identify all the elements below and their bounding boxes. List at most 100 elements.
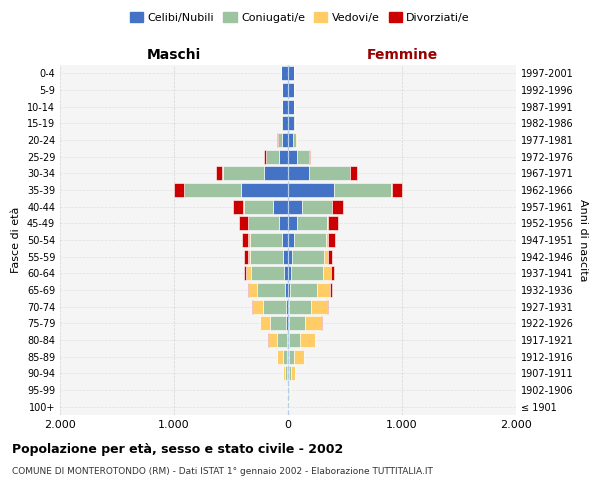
Bar <box>239 216 248 230</box>
Bar <box>244 266 247 280</box>
Bar <box>223 166 264 180</box>
Bar <box>264 166 288 180</box>
Text: Femmine: Femmine <box>367 48 437 62</box>
Bar <box>328 233 335 247</box>
Bar <box>249 283 257 297</box>
Bar <box>288 116 294 130</box>
Bar <box>283 350 287 364</box>
Bar <box>282 133 288 147</box>
Bar <box>334 183 391 197</box>
Bar <box>282 233 288 247</box>
Bar <box>286 316 288 330</box>
Bar <box>288 66 294 80</box>
Bar <box>281 66 288 80</box>
Bar <box>263 300 286 314</box>
Bar <box>282 100 288 114</box>
Bar <box>325 250 328 264</box>
Text: Popolazione per età, sesso e stato civile - 2002: Popolazione per età, sesso e stato civil… <box>12 442 343 456</box>
Bar <box>265 150 266 164</box>
Bar <box>350 166 357 180</box>
Bar <box>282 83 288 97</box>
Bar <box>282 116 288 130</box>
Bar <box>300 333 315 347</box>
Bar <box>296 216 327 230</box>
Bar <box>323 266 331 280</box>
Bar <box>288 233 294 247</box>
Bar <box>294 233 326 247</box>
Bar <box>216 166 223 180</box>
Bar <box>281 116 282 130</box>
Bar <box>248 216 279 230</box>
Y-axis label: Fasce di età: Fasce di età <box>11 207 21 273</box>
Bar <box>317 283 330 297</box>
Bar <box>289 316 305 330</box>
Bar <box>332 200 343 214</box>
Bar <box>290 283 317 297</box>
Bar <box>184 183 241 197</box>
Bar <box>294 350 304 364</box>
Bar <box>288 83 294 97</box>
Bar <box>288 300 289 314</box>
Bar <box>253 300 263 314</box>
Bar <box>279 216 288 230</box>
Bar <box>327 216 328 230</box>
Bar <box>277 333 287 347</box>
Bar <box>285 283 288 297</box>
Bar <box>309 166 350 180</box>
Bar <box>244 200 273 214</box>
Bar <box>248 233 250 247</box>
Bar <box>277 350 283 364</box>
Bar <box>266 150 279 164</box>
Bar <box>392 183 403 197</box>
Bar <box>260 316 271 330</box>
Bar <box>257 283 285 297</box>
Bar <box>288 200 302 214</box>
Bar <box>288 216 296 230</box>
Legend: Celibi/Nubili, Coniugati/e, Vedovi/e, Divorziati/e: Celibi/Nubili, Coniugati/e, Vedovi/e, Di… <box>125 8 475 28</box>
Bar <box>271 316 286 330</box>
Bar <box>286 300 288 314</box>
Bar <box>279 150 288 164</box>
Bar <box>328 250 332 264</box>
Bar <box>283 366 285 380</box>
Bar <box>285 366 287 380</box>
Bar <box>269 333 277 347</box>
Bar <box>289 333 300 347</box>
Bar <box>283 250 288 264</box>
Bar <box>233 200 243 214</box>
Bar <box>273 200 288 214</box>
Bar <box>305 316 321 330</box>
Bar <box>309 150 310 164</box>
Bar <box>289 366 290 380</box>
Bar <box>251 266 284 280</box>
Bar <box>293 133 296 147</box>
Bar <box>250 233 282 247</box>
Bar <box>242 233 248 247</box>
Bar <box>241 183 288 197</box>
Text: Maschi: Maschi <box>147 48 201 62</box>
Bar <box>289 383 290 397</box>
Bar <box>290 366 295 380</box>
Bar <box>288 183 334 197</box>
Bar <box>288 150 297 164</box>
Bar <box>244 250 248 264</box>
Bar <box>252 300 253 314</box>
Bar <box>278 133 282 147</box>
Bar <box>291 266 323 280</box>
Bar <box>288 133 293 147</box>
Bar <box>311 300 328 314</box>
Bar <box>287 333 288 347</box>
Bar <box>174 183 184 197</box>
Bar <box>289 350 294 364</box>
Bar <box>250 250 283 264</box>
Bar <box>331 266 334 280</box>
Bar <box>248 283 249 297</box>
Bar <box>302 200 332 214</box>
Bar <box>330 283 332 297</box>
Bar <box>328 216 338 230</box>
Bar <box>288 283 290 297</box>
Bar <box>248 250 250 264</box>
Bar <box>284 266 288 280</box>
Bar <box>294 116 295 130</box>
Bar <box>288 166 309 180</box>
